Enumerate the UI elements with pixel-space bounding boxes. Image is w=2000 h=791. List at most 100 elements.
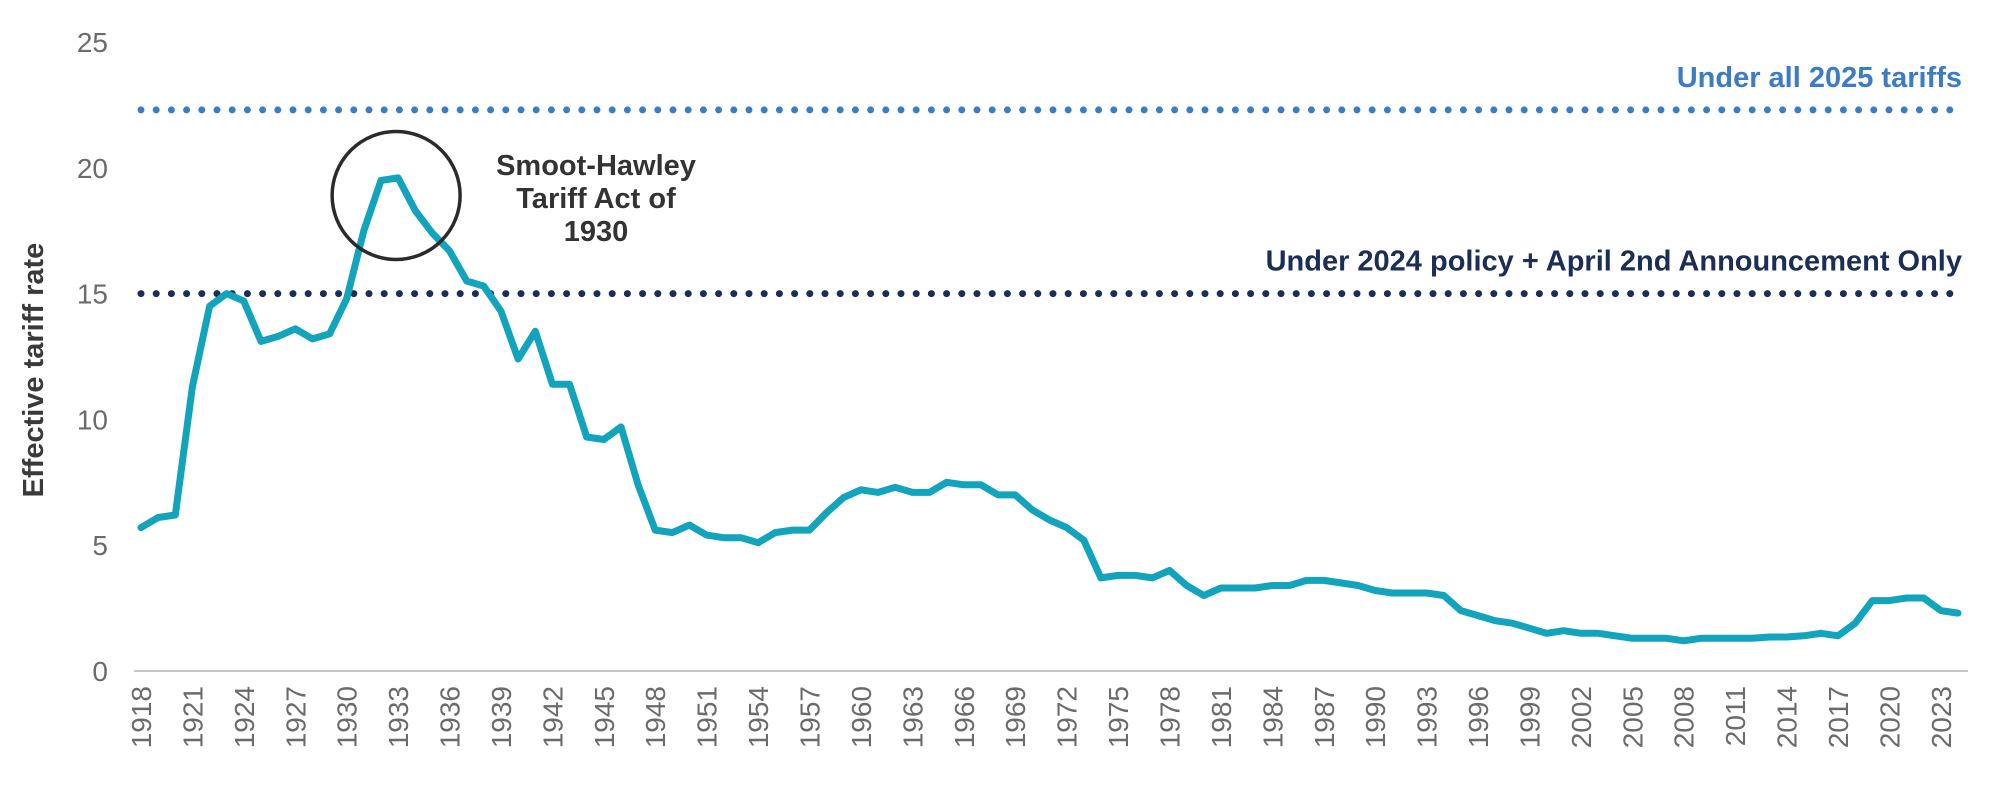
data-point — [174, 514, 177, 517]
data-point — [1202, 594, 1205, 597]
x-tick-label: 1918 — [126, 686, 157, 748]
data-point — [1288, 584, 1291, 587]
data-point — [791, 529, 794, 532]
data-point — [1528, 627, 1531, 630]
y-axis-ticks: 0 5 10 15 20 25 — [77, 27, 108, 687]
y-tick-label: 25 — [77, 27, 108, 58]
x-tick-label: 2017 — [1823, 686, 1854, 748]
data-point — [482, 285, 485, 288]
data-point — [294, 327, 297, 330]
x-tick-label: 2011 — [1720, 686, 1751, 746]
data-point — [1065, 526, 1068, 529]
data-point — [1888, 599, 1891, 602]
data-point — [1922, 597, 1925, 600]
annotation-line-1: Smoot-Hawley — [496, 150, 696, 182]
x-tick-label: 1957 — [795, 686, 826, 748]
data-point — [1957, 612, 1959, 615]
data-point — [1631, 637, 1634, 640]
data-point — [1785, 636, 1788, 639]
data-point — [1579, 632, 1582, 635]
data-point — [379, 179, 382, 182]
data-point — [551, 383, 554, 386]
data-point — [1854, 622, 1857, 625]
data-point — [345, 297, 348, 300]
data-point — [1408, 592, 1411, 595]
data-point — [1477, 614, 1480, 617]
data-point — [671, 531, 674, 534]
data-point — [1374, 589, 1377, 592]
data-point — [1494, 619, 1497, 622]
data-point — [1305, 579, 1308, 582]
data-point — [242, 300, 245, 303]
y-axis-title: Effective tariff rate — [18, 243, 50, 498]
data-point — [1648, 637, 1651, 640]
data-point — [1099, 576, 1102, 579]
x-tick-label: 1990 — [1360, 686, 1391, 748]
data-point — [739, 536, 742, 539]
x-tick-label: 1960 — [846, 686, 877, 748]
data-point — [1357, 584, 1360, 587]
y-tick-label: 0 — [92, 656, 108, 687]
data-point — [1031, 508, 1034, 511]
data-point — [1768, 636, 1771, 639]
data-point — [585, 436, 588, 439]
series-layer — [137, 174, 1962, 645]
data-point — [1545, 632, 1548, 635]
annotation-circle — [330, 129, 462, 262]
x-tick-label: 1966 — [949, 686, 980, 748]
data-point — [465, 280, 468, 283]
x-tick-label: 1930 — [332, 686, 363, 748]
data-point — [842, 496, 845, 499]
data-point — [1871, 599, 1874, 602]
data-point — [979, 483, 982, 486]
reference-line-label: Under 2024 policy + April 2nd Announceme… — [1266, 246, 1962, 278]
x-tick-label: 1981 — [1206, 686, 1237, 748]
x-tick-label: 1993 — [1412, 686, 1443, 748]
data-point — [1391, 592, 1394, 595]
data-point — [1665, 637, 1668, 640]
x-tick-label: 1948 — [640, 686, 671, 748]
data-point — [825, 511, 828, 514]
x-tick-label: 1984 — [1257, 686, 1288, 748]
data-point — [1905, 597, 1908, 600]
x-tick-label: 1978 — [1154, 686, 1185, 748]
data-point — [1254, 586, 1257, 589]
data-point — [1682, 639, 1685, 642]
data-point — [1442, 594, 1445, 597]
reference-line-label: Under all 2025 tariffs — [1677, 62, 1962, 94]
x-tick-label: 1999 — [1514, 686, 1545, 748]
data-point — [1322, 579, 1325, 582]
data-point — [397, 176, 400, 179]
data-point — [1511, 622, 1514, 625]
x-tick-label: 1951 — [692, 686, 723, 748]
data-point — [277, 335, 280, 338]
data-point — [157, 516, 160, 519]
x-tick-label: 2008 — [1669, 686, 1700, 748]
data-point — [1168, 569, 1171, 572]
y-tick-label: 20 — [77, 153, 108, 184]
data-point — [140, 526, 142, 529]
y-tick-label: 15 — [77, 279, 108, 310]
y-tick-label: 5 — [92, 530, 108, 561]
data-point — [225, 292, 228, 295]
x-tick-label: 1945 — [589, 686, 620, 748]
data-point — [808, 529, 811, 532]
x-tick-label: 1975 — [1103, 686, 1134, 748]
data-point — [877, 491, 880, 494]
data-point — [1459, 609, 1462, 612]
annotation-line-3: 1930 — [564, 216, 629, 248]
smoot-hawley-annotation: Smoot-Hawley Tariff Act of 1930 — [330, 129, 696, 262]
data-point — [1425, 592, 1428, 595]
data-point — [328, 332, 331, 335]
x-tick-label: 1954 — [743, 686, 774, 748]
x-tick-label: 1927 — [280, 686, 311, 748]
x-tick-label: 2014 — [1772, 686, 1803, 748]
x-tick-label: 1987 — [1309, 686, 1340, 748]
data-point — [1271, 584, 1274, 587]
data-point — [1082, 539, 1085, 542]
y-tick-label: 10 — [77, 404, 108, 435]
data-point — [414, 209, 417, 212]
data-point — [688, 524, 691, 527]
x-tick-label: 2023 — [1926, 686, 1957, 748]
